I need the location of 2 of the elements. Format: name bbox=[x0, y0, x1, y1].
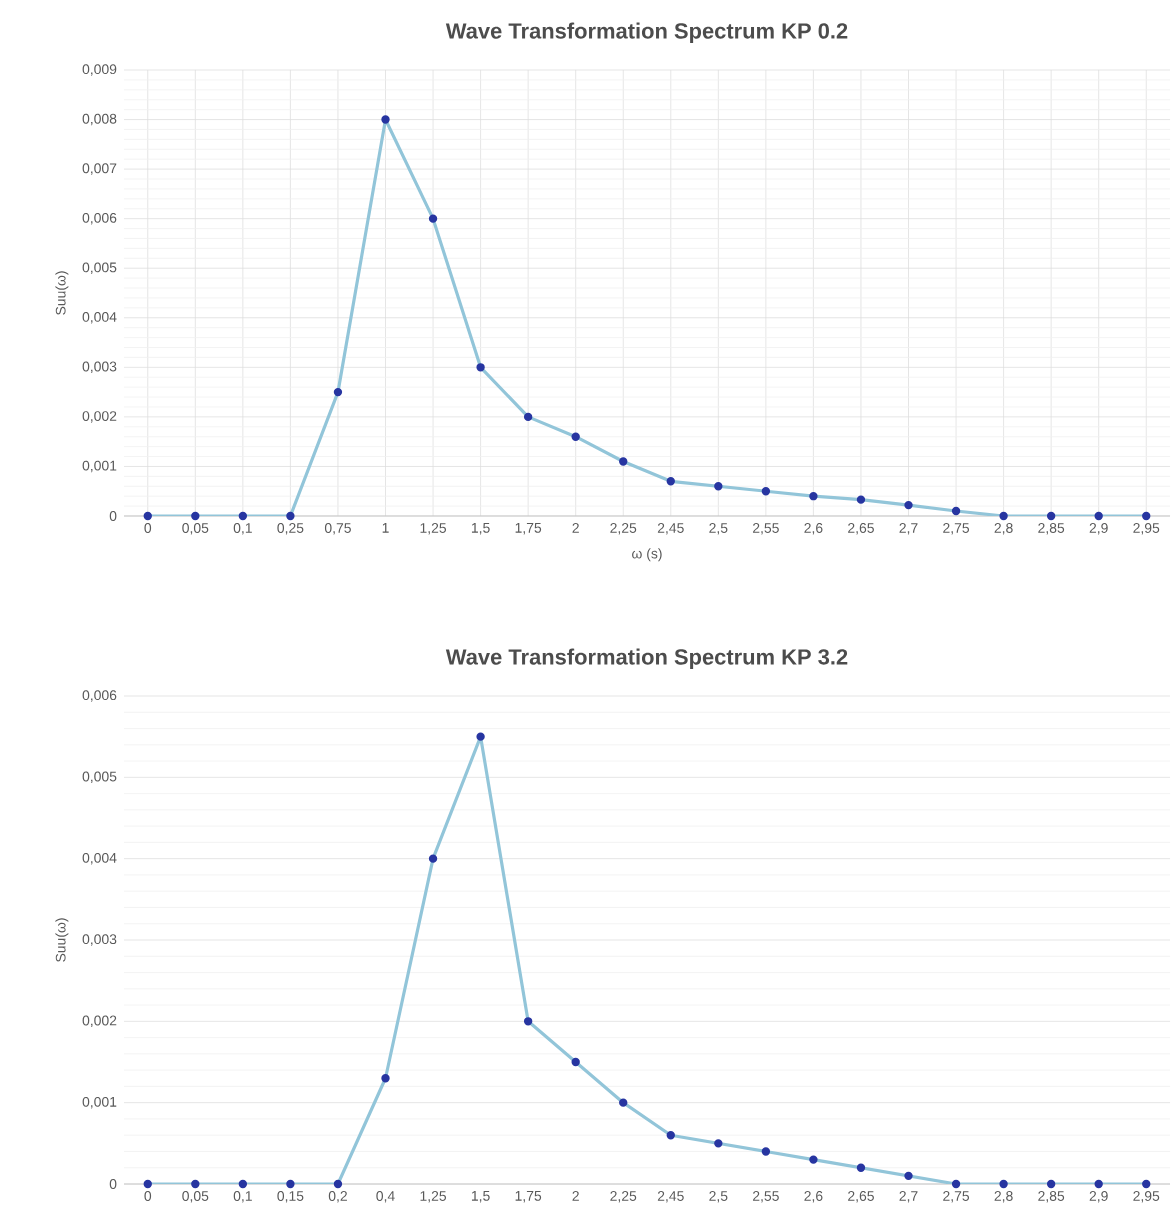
chart-title: Wave Transformation Spectrum KP 0.2 bbox=[445, 22, 848, 43]
chart-title: Wave Transformation Spectrum KP 3.2 bbox=[445, 648, 848, 669]
